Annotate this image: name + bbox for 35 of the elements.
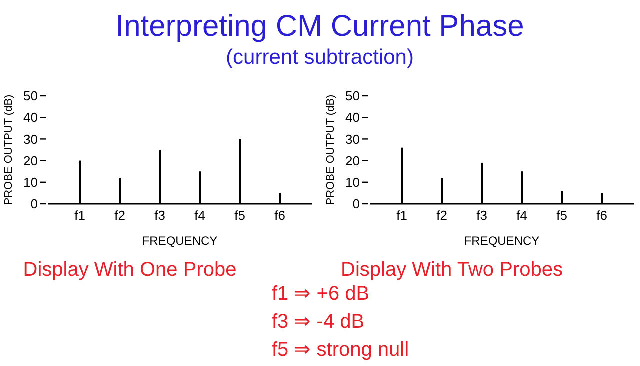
y-tick-label: 0	[352, 196, 360, 212]
x-tick-label: f5	[556, 208, 568, 223]
chart-title: Interpreting CM Current Phase	[116, 10, 524, 43]
y-tick-label: 30	[24, 132, 38, 147]
text: Display With One Probe	[23, 259, 237, 281]
x-tick-label: f1	[74, 208, 86, 223]
x-tick-label: f2	[436, 208, 448, 223]
y-tick-label: 40	[346, 110, 360, 126]
text: Display With Two Probes	[341, 259, 563, 281]
x-axis-title: FREQUENCY	[142, 234, 218, 248]
text: f3 ⇒ -4 dB	[272, 311, 365, 333]
x-tick-label: f3	[476, 208, 488, 223]
y-tick-label: 20	[24, 153, 38, 168]
x-tick-label: f4	[194, 208, 206, 223]
chart-subtitle: (current subtraction)	[226, 46, 414, 69]
x-tick-label: f4	[516, 208, 528, 223]
x-tick-label: f5	[234, 208, 246, 223]
y-tick-label: 50	[24, 88, 38, 104]
y-axis-title: PROBE OUTPUT (dB)	[3, 94, 15, 206]
y-tick-label: 20	[346, 153, 360, 168]
text: f5 ⇒ strong null	[272, 339, 410, 361]
y-tick-label: 40	[24, 110, 38, 126]
text: f1 ⇒ +6 dB	[272, 283, 370, 305]
y-tick-label: 10	[346, 174, 360, 190]
y-tick-label: 10	[24, 174, 38, 190]
x-tick-label: f2	[114, 208, 126, 223]
x-tick-label: f6	[274, 208, 286, 223]
y-axis-title: PROBE OUTPUT (dB)	[325, 94, 337, 206]
x-tick-label: f6	[596, 208, 608, 223]
y-tick-label: 50	[346, 88, 360, 104]
y-tick-label: 30	[346, 132, 360, 147]
y-tick-label: 0	[30, 196, 38, 212]
x-tick-label: f1	[396, 208, 408, 223]
x-tick-label: f3	[154, 208, 166, 223]
x-axis-title: FREQUENCY	[464, 234, 540, 248]
